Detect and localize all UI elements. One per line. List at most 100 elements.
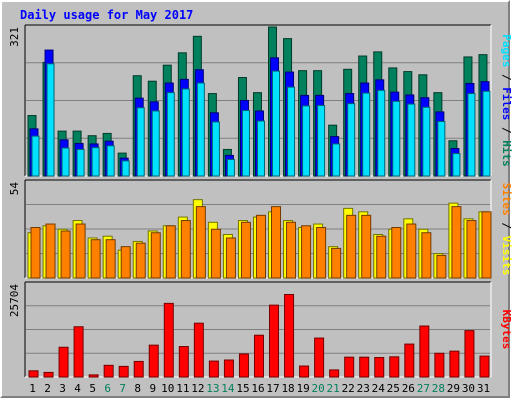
bar-kbytes-day-23 <box>359 356 370 378</box>
x-tick-label-day-6: 6 <box>104 382 111 395</box>
bar-sites-day-24 <box>376 235 387 279</box>
x-tick-label-day-29: 29 <box>447 382 460 395</box>
x-tick-label-day-19: 19 <box>296 382 309 395</box>
bar-sites-day-23 <box>361 214 372 279</box>
x-tick-label-day-18: 18 <box>281 382 294 395</box>
panel-kbytes: 25704 KBytes <box>8 281 512 378</box>
bar-pages-day-28 <box>437 121 446 177</box>
x-tick-label-day-27: 27 <box>417 382 430 395</box>
legend-item-pages: Pages <box>500 34 512 67</box>
bar-kbytes-day-29 <box>449 350 460 378</box>
bar-pages-day-2 <box>46 63 55 177</box>
legend-separator: / <box>500 216 512 236</box>
bar-kbytes-day-31 <box>479 355 490 378</box>
x-tick-label-day-13: 13 <box>206 382 219 395</box>
bar-pages-day-16 <box>256 120 265 177</box>
legend-separator: / <box>500 67 512 87</box>
bar-pages-day-5 <box>91 147 100 177</box>
bar-sites-day-9 <box>150 232 161 279</box>
x-tick-label-day-1: 1 <box>29 382 36 395</box>
bar-sites-day-26 <box>406 223 417 279</box>
bar-pages-day-7 <box>121 160 130 177</box>
bar-kbytes-day-26 <box>404 343 415 378</box>
x-tick-label-day-2: 2 <box>44 382 51 395</box>
bar-pages-day-18 <box>287 86 296 177</box>
x-tick-label-day-15: 15 <box>236 382 249 395</box>
bar-kbytes-day-16 <box>253 334 264 378</box>
bar-kbytes-day-6 <box>103 364 114 378</box>
bar-pages-day-10 <box>166 92 175 177</box>
x-tick-label-day-9: 9 <box>149 382 156 395</box>
bar-kbytes-day-8 <box>133 360 144 378</box>
bar-kbytes-day-14 <box>223 359 234 378</box>
bar-kbytes-day-27 <box>419 325 430 378</box>
bar-sites-day-10 <box>165 225 176 279</box>
bar-sites-day-2 <box>45 223 56 279</box>
bar-pages-day-12 <box>196 82 205 177</box>
legend-kbytes: KBytes <box>500 310 512 350</box>
bar-kbytes-day-2 <box>43 371 54 378</box>
x-tick-label-day-24: 24 <box>372 382 386 395</box>
bar-kbytes-day-10 <box>163 302 174 378</box>
x-tick-label-day-17: 17 <box>266 382 279 395</box>
bar-pages-day-4 <box>76 148 85 177</box>
bar-sites-day-18 <box>286 221 297 279</box>
panel-hits_files_pages: 321 Pages / Files / Hits <box>8 24 512 177</box>
bar-sites-day-28 <box>436 254 447 279</box>
x-tick-label-day-5: 5 <box>89 382 96 395</box>
bar-sites-day-14 <box>225 237 236 279</box>
bar-sites-day-1 <box>30 227 41 279</box>
x-tick-label-day-12: 12 <box>191 382 204 395</box>
bar-pages-day-24 <box>377 89 386 177</box>
x-tick-label-day-23: 23 <box>357 382 370 395</box>
bar-sites-day-4 <box>75 223 86 279</box>
bar-sites-day-11 <box>180 220 191 279</box>
x-tick-label-day-3: 3 <box>59 382 66 395</box>
chart-panels: 321 Pages / Files / Hits 54 Sites / Visits 2… <box>8 24 512 378</box>
bar-pages-day-15 <box>241 110 250 177</box>
x-tick-label-day-8: 8 <box>134 382 141 395</box>
bar-pages-day-13 <box>211 121 220 177</box>
bar-pages-day-30 <box>467 93 476 177</box>
chart-title: Daily usage for May 2017 <box>20 8 193 22</box>
bar-pages-day-3 <box>61 147 70 177</box>
bar-pages-day-17 <box>272 70 281 177</box>
bar-pages-day-19 <box>302 105 311 177</box>
bar-kbytes-day-20 <box>314 337 325 378</box>
bar-kbytes-day-17 <box>269 304 280 378</box>
x-tick-label-day-31: 31 <box>477 382 490 395</box>
bar-kbytes-day-15 <box>238 353 249 378</box>
legend-visits_sites: Sites / Visits <box>500 183 512 276</box>
bar-kbytes-day-9 <box>148 344 159 378</box>
bar-pages-day-26 <box>407 103 416 177</box>
y-max-label: 54 <box>8 182 21 196</box>
bar-kbytes-day-4 <box>73 326 84 378</box>
bar-kbytes-day-19 <box>299 365 310 378</box>
bar-sites-day-19 <box>301 225 312 279</box>
bar-kbytes-day-5 <box>88 374 99 378</box>
x-tick-label-day-30: 30 <box>462 382 475 395</box>
x-tick-label-day-28: 28 <box>432 382 445 395</box>
x-tick-label-day-7: 7 <box>119 382 126 395</box>
bar-kbytes-day-1 <box>28 370 39 378</box>
x-tick-label-day-26: 26 <box>402 382 415 395</box>
bar-sites-day-27 <box>421 232 432 279</box>
x-tick-label-day-22: 22 <box>342 382 355 395</box>
bar-kbytes-day-13 <box>208 360 219 378</box>
bar-sites-day-31 <box>481 211 492 279</box>
bar-sites-day-17 <box>271 206 282 279</box>
panel-visits_sites: 54 Sites / Visits <box>8 179 512 279</box>
bar-sites-day-25 <box>391 227 402 279</box>
x-tick-label-day-4: 4 <box>74 382 81 395</box>
bar-pages-day-9 <box>151 110 160 177</box>
legend-item-sites: Sites <box>500 183 512 216</box>
x-axis-labels: 1 2 3 4 5 6 7 8 9 10 11 12 13 14 15 16 17 18 19 20 21 22 23 24 2… <box>29 382 490 395</box>
bar-sites-day-15 <box>240 221 251 279</box>
bar-pages-day-1 <box>31 135 40 177</box>
bar-kbytes-day-12 <box>193 322 204 378</box>
bar-kbytes-day-18 <box>284 294 295 378</box>
bar-pages-day-21 <box>332 143 341 177</box>
x-tick-label-day-11: 11 <box>176 382 189 395</box>
bar-sites-day-12 <box>195 206 206 279</box>
